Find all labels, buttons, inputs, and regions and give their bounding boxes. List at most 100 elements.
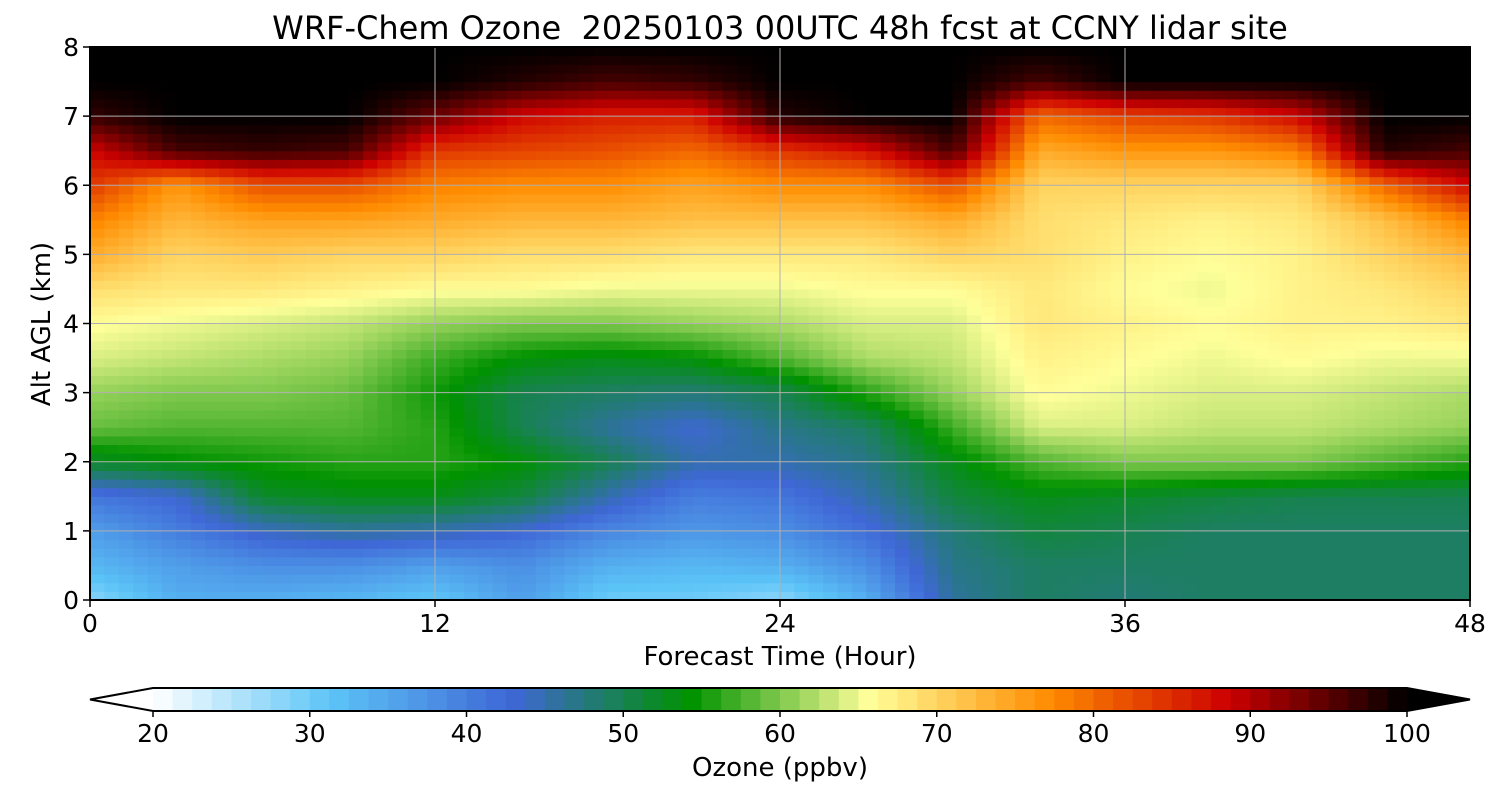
heatmap-cell [1024, 496, 1040, 506]
heatmap-cell [262, 237, 278, 247]
heatmap-cell [693, 150, 709, 160]
heatmap-cell [808, 271, 824, 281]
heatmap-cell [176, 565, 192, 575]
heatmap-cell [1326, 228, 1342, 238]
heatmap-cell [909, 409, 925, 420]
heatmap-cell [1412, 323, 1428, 333]
heatmap-cell [205, 306, 220, 316]
heatmap-cell [866, 185, 882, 195]
heatmap-cell [1010, 565, 1025, 575]
heatmap-cell [118, 263, 134, 273]
heatmap-cell [1053, 401, 1069, 411]
heatmap-cell [463, 193, 479, 204]
heatmap-cell [320, 453, 335, 463]
heatmap-cell [535, 409, 551, 420]
heatmap-cell [161, 314, 177, 325]
heatmap-cell [1182, 358, 1198, 368]
heatmap-cell [621, 522, 637, 532]
heatmap-cell [736, 150, 752, 160]
heatmap-cell [248, 358, 264, 368]
heatmap-cell [636, 375, 652, 385]
heatmap-cell [1297, 479, 1313, 489]
heatmap-cell [161, 375, 177, 385]
heatmap-cell [650, 556, 666, 567]
heatmap-cell [420, 314, 436, 325]
heatmap-cell [276, 323, 292, 333]
heatmap-cell [133, 219, 149, 230]
heatmap-cell [751, 418, 767, 428]
heatmap-cell [981, 314, 997, 325]
heatmap-cell [1024, 487, 1040, 497]
heatmap-cell [147, 427, 163, 437]
heatmap-cell [1455, 150, 1470, 160]
heatmap-cell [880, 418, 896, 428]
heatmap-cell [1355, 513, 1370, 523]
heatmap-cell [952, 211, 968, 221]
heatmap-cell [1067, 409, 1083, 420]
heatmap-cell [1240, 245, 1255, 255]
heatmap-cell [219, 418, 235, 428]
heatmap-cell [1010, 254, 1025, 264]
heatmap-cell [1211, 582, 1227, 592]
heatmap-cell [837, 539, 853, 549]
heatmap-cell [1038, 271, 1054, 281]
heatmap-cell [463, 522, 479, 532]
heatmap-cell [305, 418, 321, 428]
heatmap-cell [607, 219, 623, 230]
heatmap-cell [1139, 159, 1155, 169]
heatmap-cell [550, 582, 565, 592]
heatmap-cell [1182, 574, 1198, 584]
heatmap-cell [463, 280, 479, 290]
heatmap-cell [176, 539, 192, 549]
heatmap-cell [1297, 418, 1313, 428]
heatmap-cell [966, 375, 982, 385]
heatmap-cell [1211, 435, 1227, 446]
heatmap-cell [578, 383, 594, 394]
heatmap-cell [938, 263, 954, 273]
heatmap-cell [1355, 323, 1370, 333]
heatmap-cell [923, 556, 939, 567]
heatmap-cell [118, 314, 134, 325]
heatmap-cell [1038, 349, 1054, 359]
heatmap-cell [492, 254, 508, 264]
heatmap-cell [679, 522, 695, 532]
heatmap-cell [851, 306, 867, 316]
heatmap-cell [1153, 185, 1169, 195]
heatmap-cell [521, 211, 537, 221]
heatmap-cell [1225, 479, 1241, 489]
heatmap-cell [190, 306, 206, 316]
heatmap-cell [1240, 565, 1255, 575]
heatmap-cell [233, 548, 249, 558]
heatmap-cell [478, 487, 494, 497]
heatmap-cell [435, 556, 450, 567]
heatmap-cell [736, 375, 752, 385]
heatmap-cell [909, 185, 925, 195]
heatmap-cell [1182, 159, 1198, 169]
heatmap-cell [1426, 548, 1442, 558]
heatmap-cell [1426, 323, 1442, 333]
heatmap-cell [966, 193, 982, 204]
heatmap-cell [1398, 202, 1414, 212]
heatmap-cell [161, 167, 177, 178]
heatmap-cell [334, 530, 350, 541]
heatmap-cell [578, 159, 594, 169]
heatmap-cell [521, 392, 537, 402]
heatmap-cell [1355, 167, 1370, 178]
heatmap-cell [880, 202, 896, 212]
heatmap-cell [621, 556, 637, 567]
heatmap-cell [1211, 409, 1227, 420]
heatmap-cell [808, 479, 824, 489]
heatmap-cell [952, 548, 968, 558]
heatmap-cell [708, 228, 724, 238]
heatmap-cell [1225, 332, 1241, 342]
heatmap-cell [1455, 591, 1470, 600]
heatmap-cell [1268, 193, 1284, 204]
heatmap-cell [463, 332, 479, 342]
heatmap-cell [665, 211, 680, 221]
heatmap-cell [535, 565, 551, 575]
heatmap-cell [1268, 176, 1284, 186]
heatmap-cell [995, 332, 1011, 342]
heatmap-cell [866, 219, 882, 230]
heatmap-cell [866, 297, 882, 307]
heatmap-cell [679, 254, 695, 264]
